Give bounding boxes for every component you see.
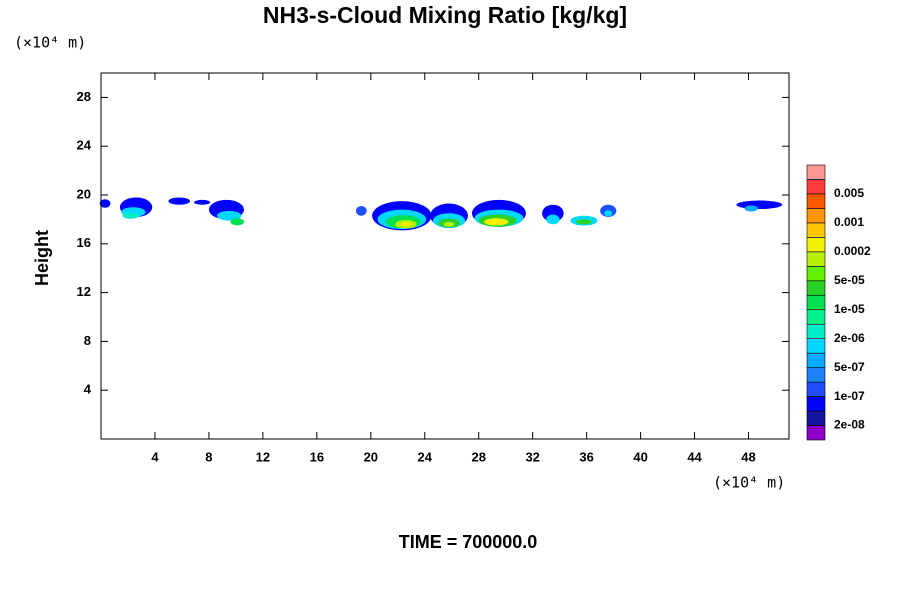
colorbar-box [806,338,826,354]
y-tick-label: 4 [84,382,92,397]
colorbar-box [806,352,826,368]
footer: TIME = 700000.0 [399,532,538,552]
x-tick-label: 20 [364,449,378,464]
chart-title: NH3-s-Cloud Mixing Ratio [kg/kg] [263,2,627,28]
x-tick-label: 32 [525,449,539,464]
colorbar-box [806,367,826,383]
x-tick-label: 48 [741,449,755,464]
y-tick-label: 20 [77,186,91,201]
x-tick-label: 44 [687,449,702,464]
colorbar-box [806,208,826,224]
cloud-cell [400,221,412,227]
cloud-cell [230,218,244,226]
colorbar-label: 0.001 [834,215,864,229]
cloud-cell [443,221,455,227]
x-unit: (×10⁴ m) [713,474,785,492]
x-tick-label: 4 [151,449,159,464]
y-tick-label: 12 [77,284,91,299]
y-tick-label: 28 [77,89,91,104]
cloud-cell [122,212,139,219]
cloud-cell [744,205,758,212]
cloud-cell [355,205,367,216]
colorbar-label: 1e-07 [834,389,865,403]
colorbar-label: 5e-05 [834,273,865,287]
colorbar-box [806,179,826,195]
colorbar-label: 0.0002 [834,244,871,258]
x-tick-label: 12 [256,449,270,464]
x-tick-label: 24 [418,449,433,464]
cloud-cell [99,199,111,208]
colorbar-label: 1e-05 [834,302,865,316]
cloud-cell [736,200,783,210]
cloud-cell [194,199,211,205]
colorbar-box [806,266,826,282]
x-tick-label: 40 [633,449,647,464]
colorbar-box [806,294,826,311]
x-tick-label: 16 [310,449,324,464]
cloud-cell [168,197,191,205]
plot-area [99,197,783,231]
x-tick-label: 36 [579,449,593,464]
y-unit: (×10⁴ m) [14,34,86,52]
colorbar-box [806,237,826,253]
colorbar-box [806,396,826,412]
x-tick-label: 8 [205,449,212,464]
y-axis-label: Height [32,230,52,286]
colorbar-box [806,251,826,267]
plot-frame [100,72,790,440]
colorbar-label: 5e-07 [834,360,865,374]
colorbar-box [806,309,826,325]
colorbar-box [806,323,826,339]
x-tick-label: 28 [471,449,485,464]
cloud-cell [484,218,509,226]
colorbar-box [806,410,826,426]
y-tick-label: 8 [84,333,91,348]
colorbar-label: 2e-06 [834,331,865,345]
colorbar-label: 0.005 [834,186,864,200]
colorbar-box [806,381,826,397]
colorbar-box [806,164,826,180]
colorbar-box [806,280,826,296]
cloud-cell [546,214,560,225]
y-tick-label: 24 [77,138,92,153]
cloud-cell [575,219,593,225]
colorbar-label: 2e-08 [834,418,865,432]
cloud-cell [604,210,613,217]
y-tick-label: 16 [77,235,91,250]
colorbar-box [806,222,826,238]
colorbar-box [806,193,826,209]
colorbar-box [806,425,826,441]
cloud-cell [217,210,242,221]
